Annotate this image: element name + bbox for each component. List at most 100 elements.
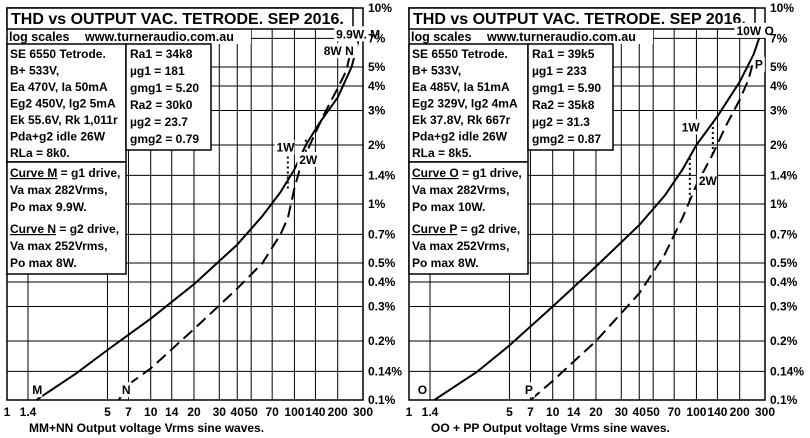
y-tick-label: 0.14% bbox=[770, 364, 804, 378]
subtitle-bg bbox=[8, 30, 251, 44]
y-tick-label: 2% bbox=[770, 138, 788, 152]
y-tick-label: 1.4% bbox=[368, 168, 396, 182]
curve-note-head: Curve P = g2 drive, bbox=[412, 222, 520, 236]
x-tick-label: 1.4 bbox=[422, 405, 439, 419]
site-url: www.turneraudio.com.au bbox=[84, 30, 234, 44]
x-tick-label: 70 bbox=[265, 405, 279, 419]
point-label-bg bbox=[119, 382, 132, 398]
point-label: 8W N bbox=[324, 44, 354, 58]
point-label-bg bbox=[696, 173, 717, 189]
curve-name: Curve O bbox=[412, 166, 459, 180]
y-tick-label: 7% bbox=[368, 31, 386, 45]
curve-name: Curve P bbox=[412, 222, 457, 236]
curve-name: Curve N bbox=[10, 222, 56, 236]
x-tick-label: 50 bbox=[646, 405, 660, 419]
x-tick-label: 10 bbox=[546, 405, 560, 419]
x-tick-label: 14 bbox=[165, 405, 179, 419]
param-line: Pda+g2 idle 26W bbox=[10, 130, 106, 144]
y-tick-label: 1.4% bbox=[770, 168, 798, 182]
y-tick-label: 3% bbox=[770, 103, 788, 117]
point-label-bg bbox=[321, 43, 358, 59]
y-tick-label: 0.4% bbox=[368, 275, 396, 289]
point-label: P bbox=[525, 383, 533, 397]
param-line: RLa = 8k5. bbox=[412, 146, 472, 160]
x-tick-label: 5 bbox=[506, 405, 513, 419]
y-tick-label: 0.3% bbox=[770, 299, 798, 313]
y-tick-label: 2% bbox=[368, 138, 386, 152]
point-label: 9.9W. M bbox=[336, 27, 380, 41]
x-tick-label: 30 bbox=[615, 405, 629, 419]
x-tick-label: 7 bbox=[125, 405, 132, 419]
param-line: gmg2 = 0.87 bbox=[532, 132, 601, 146]
param-line: B+ 533V, bbox=[10, 64, 59, 78]
x-axis-label: OO + PP Output voltage Vrms sine waves. bbox=[431, 421, 670, 435]
param-line: Pda+g2 idle 26W bbox=[412, 130, 508, 144]
y-tick-label: 5% bbox=[368, 60, 386, 74]
point-label-bg bbox=[522, 382, 535, 398]
chart-title: THD vs OUTPUT VAC. TETRODE. SEP 2016. bbox=[11, 11, 344, 28]
y-tick-label: 0.4% bbox=[770, 275, 798, 289]
y-tick-label: 0.2% bbox=[368, 334, 396, 348]
param-line: Ra2 = 35k8 bbox=[532, 98, 595, 112]
y-tick-label: 10% bbox=[368, 1, 392, 15]
param-line: Eg2 329V, Ig2 4mA bbox=[412, 97, 518, 111]
y-tick-label: 7% bbox=[770, 31, 788, 45]
curve-note-head: Curve M = g1 drive, bbox=[10, 166, 120, 180]
curve-note-head: Curve O = g1 drive, bbox=[412, 166, 522, 180]
y-tick-label: 0.14% bbox=[368, 364, 402, 378]
point-label-bg bbox=[334, 26, 395, 42]
point-label: 10W O bbox=[736, 24, 773, 38]
y-tick-label: 3% bbox=[368, 103, 386, 117]
param-line: µg1 = 233 bbox=[532, 64, 587, 78]
point-label-bg bbox=[752, 56, 765, 72]
curve-note-line: Va max 252Vrms, bbox=[412, 239, 509, 253]
y-tick-label: 0.3% bbox=[368, 299, 396, 313]
series-line-O bbox=[433, 32, 763, 401]
x-tick-label: 10 bbox=[144, 405, 158, 419]
param-line: Eg2 450V, Ig2 5mA bbox=[10, 97, 116, 111]
point-label: P bbox=[755, 58, 763, 72]
y-tick-label: 0.5% bbox=[368, 256, 396, 270]
y-tick-label: 0.1% bbox=[368, 393, 396, 407]
param-line: µg2 = 23.7 bbox=[130, 115, 188, 129]
param-line: Ek 37.8V, Rk 667r bbox=[412, 113, 511, 127]
chart-panel-1: THD vs OUTPUT VAC. TETRODE. SEP 2016. log… bbox=[4, 1, 403, 435]
curve-note-line: Va max 282Vrms, bbox=[10, 183, 107, 197]
param-line: gmg1 = 5.20 bbox=[130, 81, 199, 95]
point-label-bg bbox=[415, 382, 428, 398]
param-line: Ea 485V, Ia 51mA bbox=[412, 80, 510, 94]
x-tick-label: 70 bbox=[667, 405, 681, 419]
y-tick-label: 4% bbox=[770, 79, 788, 93]
curve-note-line: Po max 8W. bbox=[412, 256, 479, 270]
curve-drive: = g1 drive, bbox=[57, 166, 120, 180]
param-line: Ea 470V, Ia 50mA bbox=[10, 80, 108, 94]
x-tick-label: 1.4 bbox=[20, 405, 37, 419]
x-tick-label: 100 bbox=[686, 405, 706, 419]
x-tick-label: 140 bbox=[707, 405, 727, 419]
param-line: Ra1 = 39k5 bbox=[532, 47, 595, 61]
y-tick-label: 1% bbox=[770, 197, 788, 211]
params-box-left bbox=[6, 43, 127, 163]
scale-note: log scales bbox=[9, 30, 69, 44]
curve-notes-box bbox=[6, 161, 127, 275]
x-tick-label: 300 bbox=[353, 405, 373, 419]
curve-notes-box bbox=[408, 161, 529, 275]
curve-note-line: Po max 10W. bbox=[412, 200, 485, 214]
x-tick-label: 30 bbox=[213, 405, 227, 419]
point-label: 2W bbox=[699, 174, 718, 188]
params-box-left bbox=[408, 43, 529, 163]
params-box-right bbox=[125, 43, 212, 151]
param-line: µg1 = 181 bbox=[130, 64, 185, 78]
param-line: gmg1 = 5.90 bbox=[532, 81, 601, 95]
x-tick-label: 7 bbox=[527, 405, 534, 419]
x-tick-label: 5 bbox=[104, 405, 111, 419]
point-label-bg bbox=[297, 151, 318, 167]
point-label-bg bbox=[679, 119, 700, 135]
point-label: O bbox=[418, 383, 427, 397]
x-tick-label: 20 bbox=[187, 405, 201, 419]
curve-drive: = g2 drive, bbox=[457, 222, 520, 236]
point-label: 2W bbox=[299, 153, 318, 167]
title-box bbox=[6, 7, 354, 30]
point-label: 1W bbox=[276, 141, 295, 155]
